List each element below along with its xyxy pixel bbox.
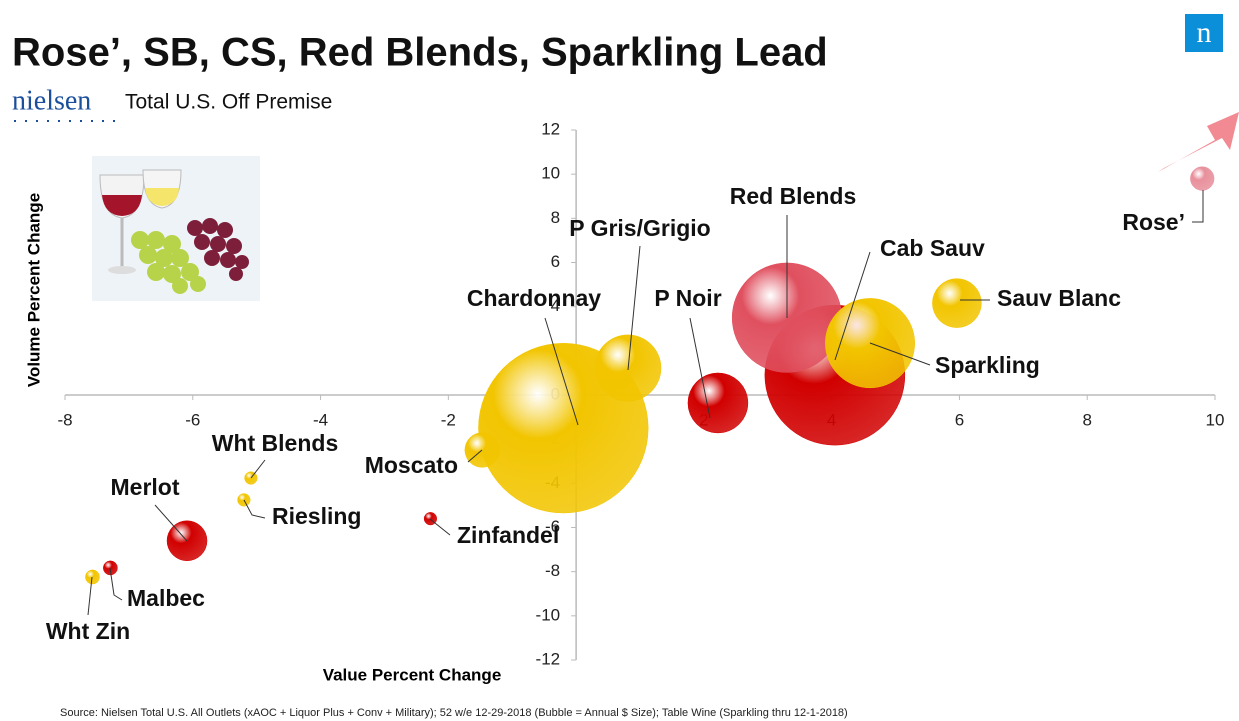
y-tick-label: 8 xyxy=(551,208,560,227)
bubble-label: Moscato xyxy=(365,452,458,478)
bubble xyxy=(1190,167,1214,191)
bubble-label: Wht Zin xyxy=(46,618,130,644)
y-tick-label: -10 xyxy=(536,605,561,624)
x-tick-label: 6 xyxy=(955,410,964,429)
x-tick-label: -6 xyxy=(185,410,200,429)
x-axis-label: Value Percent Change xyxy=(323,665,502,684)
bubble-label: Chardonnay xyxy=(467,285,601,311)
bubble-label: Merlot xyxy=(111,474,180,500)
bubble-label: Riesling xyxy=(272,503,361,529)
source-note: Source: Nielsen Total U.S. All Outlets (… xyxy=(60,707,848,719)
x-tick-label: 8 xyxy=(1082,410,1091,429)
y-axis-label: Volume Percent Change xyxy=(24,193,43,387)
brand: nielsen xyxy=(12,85,91,116)
bubble-label: Sauv Blanc xyxy=(997,285,1121,311)
bubble xyxy=(465,433,500,468)
x-tick-label: -4 xyxy=(313,410,328,429)
bubble xyxy=(932,279,981,328)
y-tick-label: 12 xyxy=(541,119,560,138)
bubble xyxy=(688,373,748,433)
leader-line xyxy=(1192,190,1203,222)
bubble-label: Wht Blends xyxy=(212,430,339,456)
bubble xyxy=(85,570,99,584)
leader-line xyxy=(251,460,265,478)
bubble-label: P Gris/Grigio xyxy=(569,215,710,241)
bubble-label: Cab Sauv xyxy=(880,235,985,261)
y-tick-label: 10 xyxy=(541,164,560,183)
x-tick-label: -8 xyxy=(57,410,72,429)
slide: Rose’, SB, CS, Red Blends, Sparkling Lea… xyxy=(0,0,1239,721)
wine-picture xyxy=(92,156,260,301)
title: Rose’, SB, CS, Red Blends, Sparkling Lea… xyxy=(12,31,828,75)
bubble-label: Red Blends xyxy=(730,183,857,209)
bubble-label: P Noir xyxy=(654,285,721,311)
bubble-label: Rose’ xyxy=(1122,209,1185,235)
bubble xyxy=(245,472,258,485)
subtitle: Total U.S. Off Premise xyxy=(125,91,332,114)
bubble-label: Sparkling xyxy=(935,352,1040,378)
y-tick-label: -12 xyxy=(536,649,561,668)
bubble xyxy=(238,494,251,507)
leader-line xyxy=(430,519,450,535)
x-tick-label: 10 xyxy=(1206,410,1225,429)
trend-arrow xyxy=(1158,112,1239,172)
bubble-label: Malbec xyxy=(127,585,205,611)
logo: n xyxy=(1197,16,1212,49)
y-tick-label: -8 xyxy=(545,561,560,580)
y-tick-label: 6 xyxy=(551,252,560,271)
x-tick-label: -2 xyxy=(441,410,456,429)
bubble-label: Zinfandel xyxy=(457,522,559,548)
